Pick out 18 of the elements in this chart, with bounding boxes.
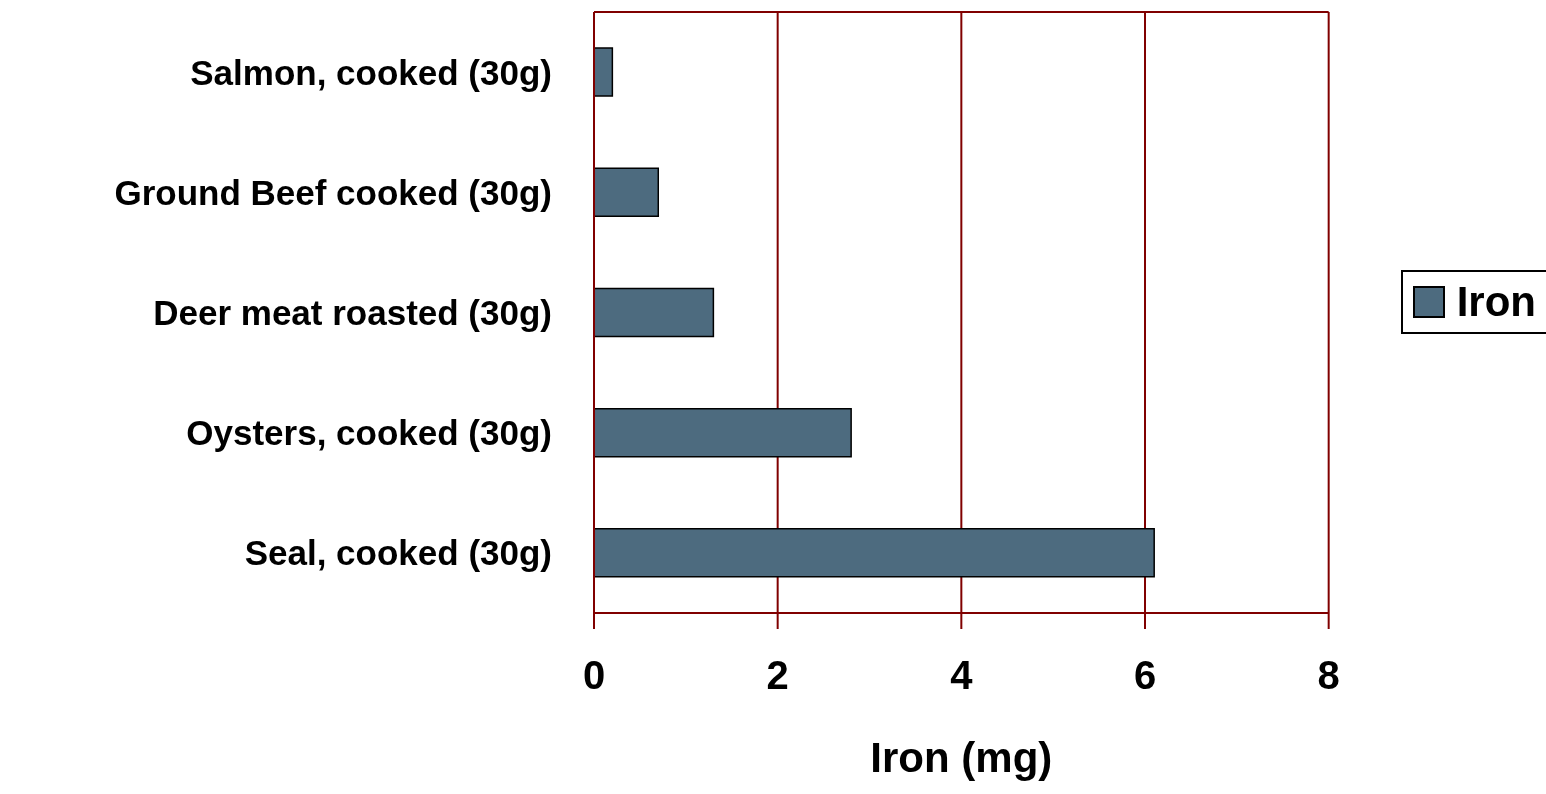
bar (594, 528, 1155, 578)
x-tick-label: 8 (1317, 653, 1340, 698)
y-tick-label: Deer meat roasted (30g) (153, 292, 552, 332)
y-tick-label: Ground Beef cooked (30g) (114, 172, 552, 212)
bar (594, 287, 715, 338)
x-axis-title: Iron (mg) (870, 734, 1053, 781)
y-tick-label: Salmon, cooked (30g) (190, 52, 552, 92)
x-tick-label: 4 (950, 653, 974, 698)
bar (594, 407, 852, 458)
bar (594, 167, 660, 218)
bar (594, 47, 614, 97)
x-tick-label: 0 (582, 653, 606, 698)
x-tick-label: 2 (766, 653, 789, 698)
y-tick-label: Seal, cooked (30g) (244, 533, 552, 573)
x-tick-label: 6 (1133, 653, 1157, 698)
legend-label: Iron (1456, 278, 1536, 326)
legend-box: Iron (1400, 270, 1546, 334)
y-tick-label: Oysters, cooked (30g) (186, 413, 552, 453)
